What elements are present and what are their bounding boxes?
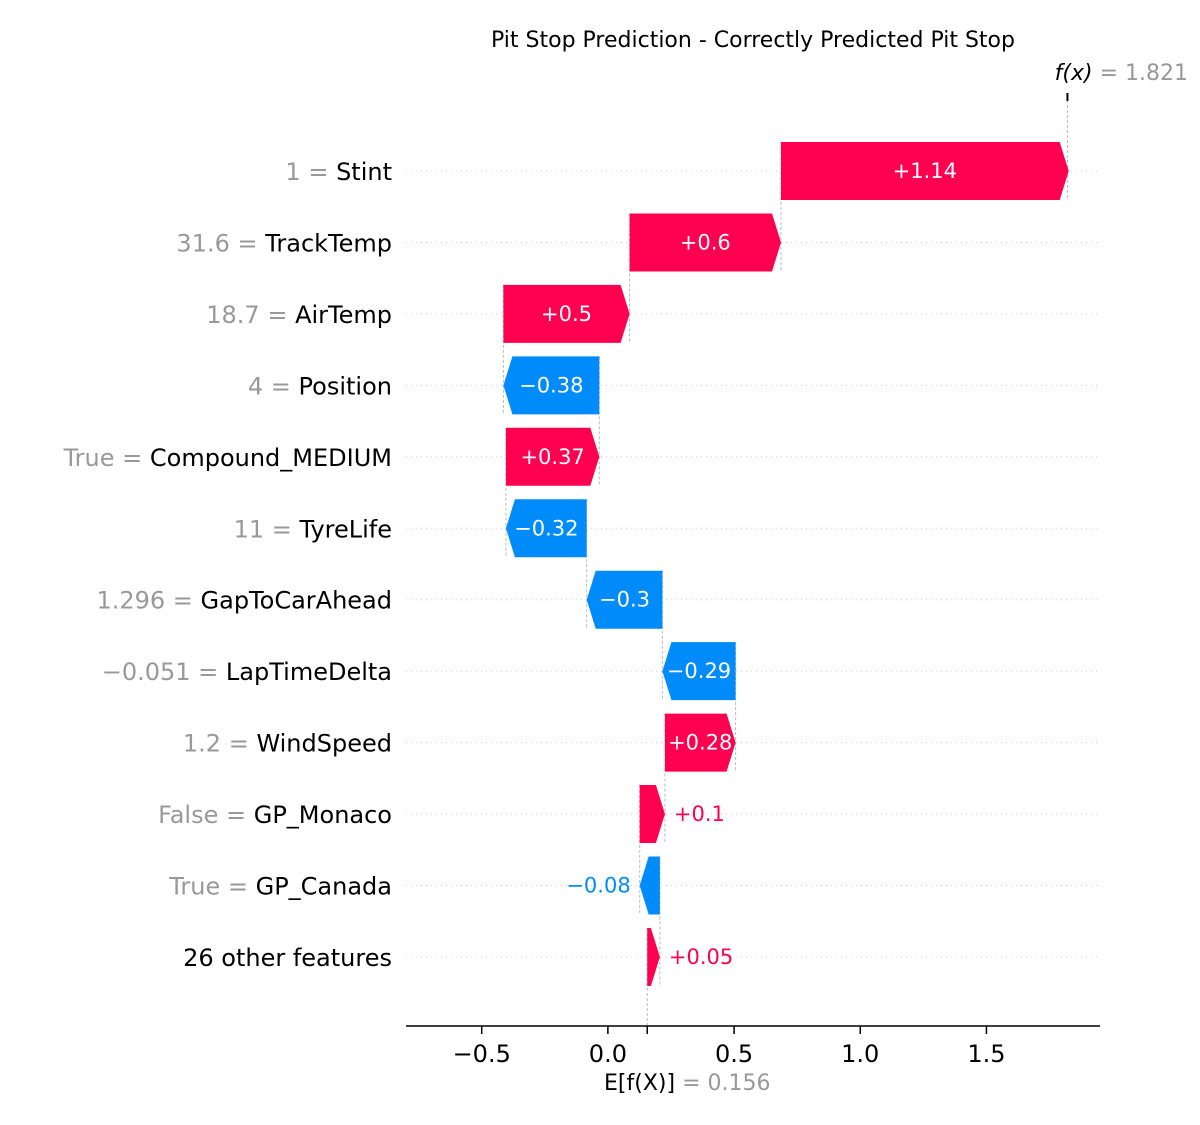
feature-name: LapTimeDelta bbox=[226, 658, 392, 686]
bar-labels: +1.14 +0.6 +0.5 −0.38 +0.37 −0.32 −0.3 −0.29 +0.… bbox=[514, 159, 957, 969]
bars bbox=[503, 142, 1069, 986]
feature-label: 11 = TyreLife bbox=[234, 515, 392, 543]
feature-value: True = bbox=[168, 873, 255, 901]
annotations: f(x) = 1.821 E[f(X)] = 0.156 bbox=[604, 61, 1188, 1096]
x-tick-label: 0.0 bbox=[589, 1040, 627, 1068]
bar-value-label: −0.32 bbox=[514, 516, 578, 540]
output-value-annotation: f(x) = 1.821 bbox=[1055, 61, 1188, 86]
feature-label: 18.7 = AirTemp bbox=[206, 301, 392, 329]
feature-name: WindSpeed bbox=[256, 730, 392, 758]
feature-label: 31.6 = TrackTemp bbox=[176, 229, 392, 257]
bar-negative bbox=[639, 856, 660, 915]
base-label: E[f(X)] bbox=[604, 1071, 675, 1096]
feature-name: 26 other features bbox=[183, 944, 392, 972]
x-tick-label: 0.5 bbox=[715, 1040, 753, 1068]
feature-name: AirTemp bbox=[295, 301, 392, 329]
bar-value-label: +0.5 bbox=[541, 302, 592, 326]
feature-name: GP_Canada bbox=[256, 873, 392, 901]
bar-positive bbox=[647, 927, 660, 986]
bar-value-label: +0.1 bbox=[674, 802, 725, 826]
feature-name: Compound_MEDIUM bbox=[150, 444, 392, 472]
feature-value: 18.7 = bbox=[206, 301, 295, 329]
feature-label: 1 = Stint bbox=[285, 158, 392, 186]
x-tick-label: 1.5 bbox=[967, 1040, 1005, 1068]
feature-name: TrackTemp bbox=[264, 229, 392, 257]
output-label: f(x) bbox=[1055, 61, 1093, 86]
bar-value-label: −0.3 bbox=[599, 588, 650, 612]
bar-value-label: −0.29 bbox=[667, 659, 731, 683]
base-value-annotation: E[f(X)] = 0.156 bbox=[604, 1071, 770, 1096]
base-value: = 0.156 bbox=[675, 1071, 770, 1096]
feature-value: True = bbox=[63, 444, 150, 472]
bar-positive bbox=[505, 427, 600, 486]
bar-negative bbox=[503, 356, 600, 415]
chart-title: Pit Stop Prediction - Correctly Predicte… bbox=[491, 28, 1015, 53]
feature-value: False = bbox=[158, 801, 254, 829]
bar-value-label: +0.37 bbox=[520, 445, 584, 469]
feature-value: 4 = bbox=[248, 372, 299, 400]
feature-label: 4 = Position bbox=[248, 372, 392, 400]
feature-label: True = GP_Canada bbox=[168, 873, 392, 901]
bar-value-label: −0.08 bbox=[566, 874, 630, 898]
bar-value-label: −0.38 bbox=[519, 373, 583, 397]
feature-name: Position bbox=[299, 372, 392, 400]
bar-positive bbox=[629, 213, 782, 272]
y-axis-labels: 1 = Stint 31.6 = TrackTemp 18.7 = AirTemp 4… bbox=[63, 158, 392, 972]
bar-negative bbox=[586, 570, 663, 629]
feature-value: 1.296 = bbox=[96, 587, 200, 615]
bar-positive bbox=[664, 713, 736, 772]
feature-name: GapToCarAhead bbox=[201, 587, 392, 615]
feature-value: 1 = bbox=[285, 158, 336, 186]
x-tick-label: 1.0 bbox=[841, 1040, 879, 1068]
bar-value-label: +1.14 bbox=[893, 159, 957, 183]
feature-label: 1.296 = GapToCarAhead bbox=[96, 587, 392, 615]
feature-name: GP_Monaco bbox=[254, 801, 392, 829]
output-value: = 1.821 bbox=[1093, 61, 1188, 86]
bar-positive bbox=[639, 785, 665, 844]
feature-label: True = Compound_MEDIUM bbox=[63, 444, 392, 472]
feature-label: 1.2 = WindSpeed bbox=[183, 730, 392, 758]
feature-name: TyreLife bbox=[299, 515, 392, 543]
feature-value: −0.051 = bbox=[102, 658, 226, 686]
bar-negative bbox=[662, 642, 736, 701]
bar-value-label: +0.05 bbox=[669, 945, 733, 969]
feature-value: 1.2 = bbox=[183, 730, 257, 758]
bar-positive bbox=[781, 142, 1069, 200]
x-axis: −0.5 0.0 0.5 1.0 1.5 bbox=[406, 1025, 1100, 1068]
bar-negative bbox=[505, 499, 587, 558]
x-tick-label: −0.5 bbox=[453, 1040, 511, 1068]
feature-name: Stint bbox=[336, 158, 392, 186]
bar-positive bbox=[503, 284, 630, 343]
feature-value: 11 = bbox=[234, 515, 300, 543]
feature-label: −0.051 = LapTimeDelta bbox=[102, 658, 392, 686]
bar-value-label: +0.28 bbox=[668, 731, 732, 755]
bar-value-label: +0.6 bbox=[680, 230, 731, 254]
feature-label: 26 other features bbox=[183, 944, 392, 972]
feature-value: 31.6 = bbox=[176, 229, 265, 257]
feature-label: False = GP_Monaco bbox=[158, 801, 392, 829]
